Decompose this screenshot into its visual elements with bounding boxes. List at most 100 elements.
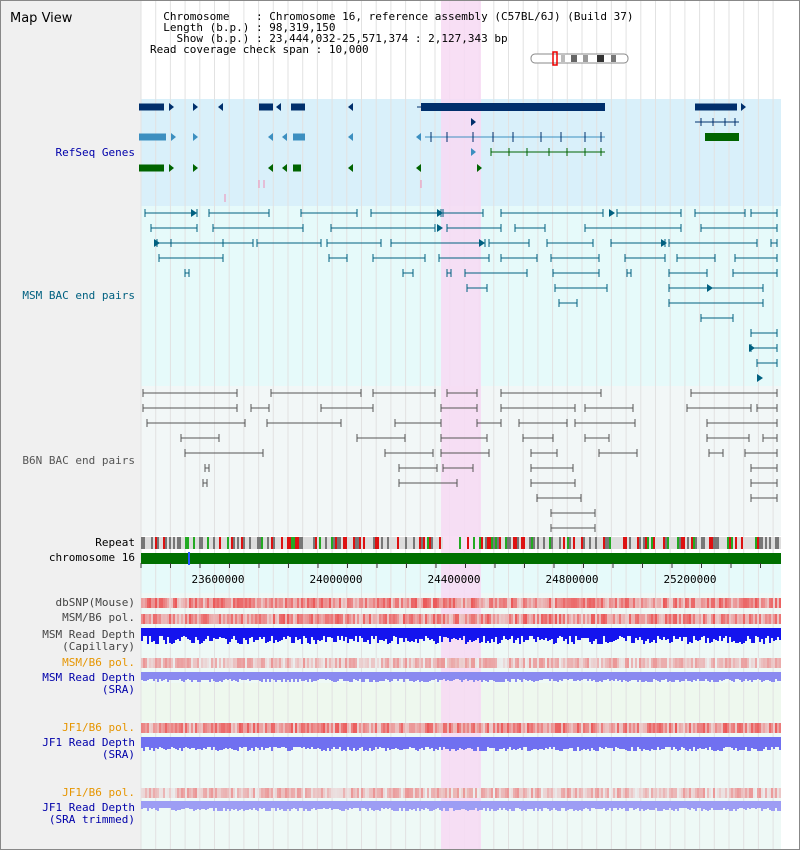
heatmap-cell — [625, 614, 627, 624]
read-depth-bar — [527, 737, 529, 751]
read-depth-bar — [289, 801, 291, 811]
read-depth-bar — [409, 737, 411, 747]
heatmap-cell — [557, 614, 559, 624]
heatmap-cell — [517, 614, 519, 624]
heatmap-cell — [189, 788, 191, 798]
heatmap-cell — [545, 723, 547, 733]
read-depth-bar — [525, 737, 527, 747]
read-depth-bar — [621, 801, 623, 809]
heatmap-cell — [527, 658, 529, 668]
repeat-feature — [221, 537, 223, 549]
track-label-msm-bac[interactable]: MSM BAC end pairs — [22, 289, 135, 302]
heatmap-cell — [663, 788, 665, 798]
track-label-jf1-depth[interactable]: JF1 Read Depth (SRA) — [42, 736, 135, 761]
read-depth-bar — [155, 672, 157, 679]
track-label-repeat[interactable]: Repeat — [95, 536, 135, 549]
heatmap-cell — [573, 723, 575, 733]
heatmap-cell — [181, 788, 183, 798]
heatmap-cell — [353, 723, 355, 733]
repeat-feature — [421, 537, 423, 549]
repeat-feature — [503, 537, 505, 549]
read-depth-bar — [649, 672, 651, 682]
read-depth-bar — [237, 737, 239, 751]
heatmap-cell — [347, 788, 349, 798]
heatmap-cell — [473, 598, 475, 608]
read-depth-bar — [439, 737, 441, 747]
read-depth-bar — [565, 737, 567, 749]
heatmap-cell — [679, 614, 681, 624]
heatmap-cell — [591, 723, 593, 733]
heatmap-cell — [671, 658, 673, 668]
heatmap-cell — [315, 788, 317, 798]
heatmap-cell — [769, 658, 771, 668]
heatmap-cell — [155, 658, 157, 668]
repeat-feature — [363, 537, 365, 549]
heatmap-cell — [313, 614, 315, 624]
read-depth-bar — [609, 628, 611, 642]
read-depth-bar — [659, 672, 661, 682]
track-label-refseq[interactable]: RefSeq Genes — [55, 146, 135, 159]
heatmap-cell — [227, 788, 229, 798]
read-depth-bar — [515, 801, 517, 808]
read-depth-bar — [531, 737, 533, 750]
read-depth-bar — [447, 628, 449, 638]
heatmap-cell — [559, 658, 561, 668]
track-label-jf1-b6-pol-trimmed[interactable]: JF1/B6 pol. — [62, 786, 135, 799]
track-label-chromosome[interactable]: chromosome 16 — [48, 551, 135, 564]
read-depth-bar — [309, 801, 311, 811]
heatmap-cell — [621, 788, 623, 798]
heatmap-cell — [721, 598, 723, 608]
read-depth-bar — [375, 737, 377, 747]
heatmap-cell — [355, 723, 357, 733]
heatmap-cell — [505, 723, 507, 733]
track-label-msm-b6-pol[interactable]: MSM/B6 pol. — [62, 611, 135, 624]
read-depth-bar — [541, 628, 543, 639]
heatmap-cell — [183, 658, 185, 668]
heatmap-cell — [153, 723, 155, 733]
heatmap-cell — [449, 723, 451, 733]
read-depth-bar — [437, 672, 439, 682]
heatmap-cell — [257, 614, 259, 624]
gene-strand-arrow — [268, 133, 273, 141]
repeat-feature — [489, 537, 491, 549]
read-depth-bar — [705, 672, 707, 679]
read-depth-bar — [505, 801, 507, 810]
track-label-msm-depth-sra[interactable]: MSM Read Depth (SRA) — [42, 671, 135, 696]
read-depth-bar — [477, 801, 479, 811]
track-label-b6n-bac[interactable]: B6N BAC end pairs — [22, 454, 135, 467]
track-label-dbsnp[interactable]: dbSNP(Mouse) — [55, 596, 135, 609]
heatmap-cell — [225, 598, 227, 608]
heatmap-cell — [319, 614, 321, 624]
read-depth-bar — [377, 801, 379, 810]
heatmap-cell — [211, 723, 213, 733]
repeat-feature — [531, 537, 533, 549]
track-label-jf1-b6-pol[interactable]: JF1/B6 pol. — [62, 721, 135, 734]
heatmap-cell — [489, 598, 491, 608]
track-label-msm-b6-pol-sra[interactable]: MSM/B6 pol. — [62, 656, 135, 669]
heatmap-cell — [193, 614, 195, 624]
heatmap-cell — [509, 723, 511, 733]
track-label-msm-depth-capillary[interactable]: MSM Read Depth (Capillary) — [42, 628, 135, 653]
read-depth-bar — [393, 628, 395, 636]
heatmap-cell — [537, 658, 539, 668]
read-depth-bar — [709, 628, 711, 643]
read-depth-bar — [619, 737, 621, 749]
read-depth-bar — [337, 628, 339, 636]
repeat-feature — [637, 537, 639, 549]
heatmap-cell — [759, 614, 761, 624]
read-depth-bar — [301, 737, 303, 748]
heatmap-cell — [245, 788, 247, 798]
read-depth-bar — [333, 737, 335, 747]
heatmap-cell — [533, 658, 535, 668]
read-depth-bar — [635, 801, 637, 809]
heatmap-cell — [629, 788, 631, 798]
heatmap-cell — [425, 723, 427, 733]
read-depth-bar — [289, 628, 291, 637]
track-label-jf1-depth-trimmed[interactable]: JF1 Read Depth (SRA trimmed) — [42, 801, 135, 826]
repeat-feature — [161, 537, 163, 549]
read-depth-bar — [367, 801, 369, 811]
read-depth-bar — [377, 672, 379, 682]
read-depth-bar — [367, 672, 369, 679]
read-depth-bar — [251, 801, 253, 810]
